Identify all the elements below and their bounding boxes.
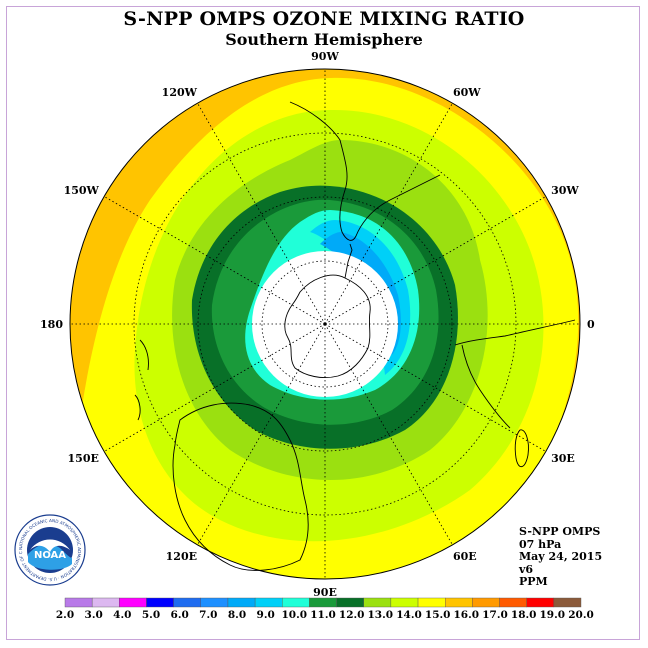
colorbar-swatch (472, 597, 500, 608)
colorbar-swatch (363, 597, 392, 608)
colorbar-swatch (526, 597, 555, 608)
south-africa-coast (454, 319, 576, 429)
longitude-label: 90E (313, 586, 337, 599)
colorbar-label: 15.0 (425, 609, 451, 621)
latitude-circle (133, 132, 517, 516)
colorbar-label: 19.0 (540, 609, 566, 621)
colorbar-label: 6.0 (171, 609, 189, 621)
band-8 (320, 232, 401, 355)
info-panel: S-NPP OMPS 07 hPa May 24, 2015 v6 PPM (519, 525, 603, 589)
colorbar-swatch (64, 597, 93, 608)
colorbar-labels: 2.0 3.0 4.0 5.0 6.0 7.0 8.0 9.0 10.0 11.0 12.0 13.0… (56, 609, 594, 621)
graticule (70, 69, 580, 579)
meridians (70, 69, 580, 579)
colorbar-swatch (553, 597, 582, 608)
colorbar-swatches (64, 597, 582, 608)
colorbar-swatch (336, 597, 364, 608)
date-label: May 24, 2015 (519, 550, 603, 563)
colorbar-swatch (200, 597, 229, 608)
colorbar-swatch (91, 597, 120, 608)
colorbar-label: 5.0 (142, 609, 160, 621)
colorbar-label: 7.0 (199, 609, 217, 621)
latitude-circle (261, 260, 389, 388)
colorbar-label: 11.0 (310, 609, 336, 621)
colorbar-label: 17.0 (482, 609, 508, 621)
colorbar-swatch (309, 597, 337, 608)
antarctica-coast (284, 274, 371, 379)
longitude-label: 30E (551, 452, 575, 465)
colorbar-swatch (417, 597, 446, 608)
longitude-label: 0 (587, 318, 595, 331)
logo-text: NOAA (34, 550, 66, 561)
longitude-label: 60E (453, 550, 477, 563)
meridian-line (324, 196, 547, 325)
colorbar-swatch (173, 597, 201, 608)
longitude-label: 30W (551, 184, 579, 197)
colorbar-label: 10.0 (282, 609, 308, 621)
colorbar-swatch (119, 597, 147, 608)
map-subtitle: Southern Hemisphere (225, 30, 423, 49)
coastlines (134, 101, 576, 571)
colorbar-label: 18.0 (511, 609, 537, 621)
colorbar-label: 14.0 (396, 609, 422, 621)
meridian-line (103, 196, 326, 325)
latitude-circle (197, 196, 453, 452)
colorbar-label: 16.0 (454, 609, 480, 621)
longitude-label: 150E (68, 452, 99, 465)
version-label: v6 (519, 562, 534, 576)
longitude-label: 150W (64, 184, 100, 197)
image-frame (6, 6, 640, 640)
colorbar-label: 13.0 (368, 609, 394, 621)
pressure-level-label: 07 hPa (519, 537, 562, 551)
south-america-coast (289, 101, 441, 241)
ozone-field (70, 69, 580, 579)
colorbar-label: 2.0 (56, 609, 74, 621)
meridian-line (197, 323, 326, 546)
noaa-logo: NOAA NATIONAL OCEANIC AND ATMOSPHERIC AD… (14, 514, 86, 586)
colorbar-label: 4.0 (113, 609, 131, 621)
colorbar-swatch (282, 597, 310, 608)
colorbar-label: 8.0 (228, 609, 246, 621)
longitude-label: 90W (311, 50, 339, 63)
colorbar-swatch (390, 597, 419, 608)
australia-coast (172, 402, 309, 571)
colorbar-label: 12.0 (339, 609, 365, 621)
longitude-labels: 90W 60W 120W 30W 150W 0 180 30E 150E 60E 120E 90E (40, 50, 595, 599)
colorbar-swatch (499, 597, 527, 608)
map-title: S-NPP OMPS OZONE MIXING RATIO (123, 8, 525, 30)
longitude-label: 60W (453, 86, 481, 99)
colorbar-swatch (146, 597, 174, 608)
colorbar-swatch (445, 597, 473, 608)
longitude-label: 180 (40, 318, 63, 331)
map-boundary (69, 68, 581, 580)
longitude-label: 120E (166, 550, 197, 563)
antarctic-peninsula (344, 243, 353, 279)
madagascar-coast (514, 429, 529, 468)
meridian-line (324, 102, 453, 325)
south-pole-marker (323, 322, 327, 326)
new-zealand-coast (134, 339, 149, 421)
colorbar-label: 9.0 (257, 609, 275, 621)
colorbar-label: 20.0 (568, 609, 594, 621)
meridian-line (197, 102, 326, 325)
meridian-line (103, 323, 326, 452)
colorbar-label: 3.0 (85, 609, 103, 621)
colorbar-swatch (254, 597, 283, 608)
meridian-line (324, 323, 547, 452)
longitude-label: 120W (162, 86, 198, 99)
meridian-line (324, 323, 453, 546)
unit-label: PPM (519, 575, 548, 588)
instrument-label: S-NPP OMPS (519, 525, 601, 538)
colorbar-swatch (227, 597, 256, 608)
